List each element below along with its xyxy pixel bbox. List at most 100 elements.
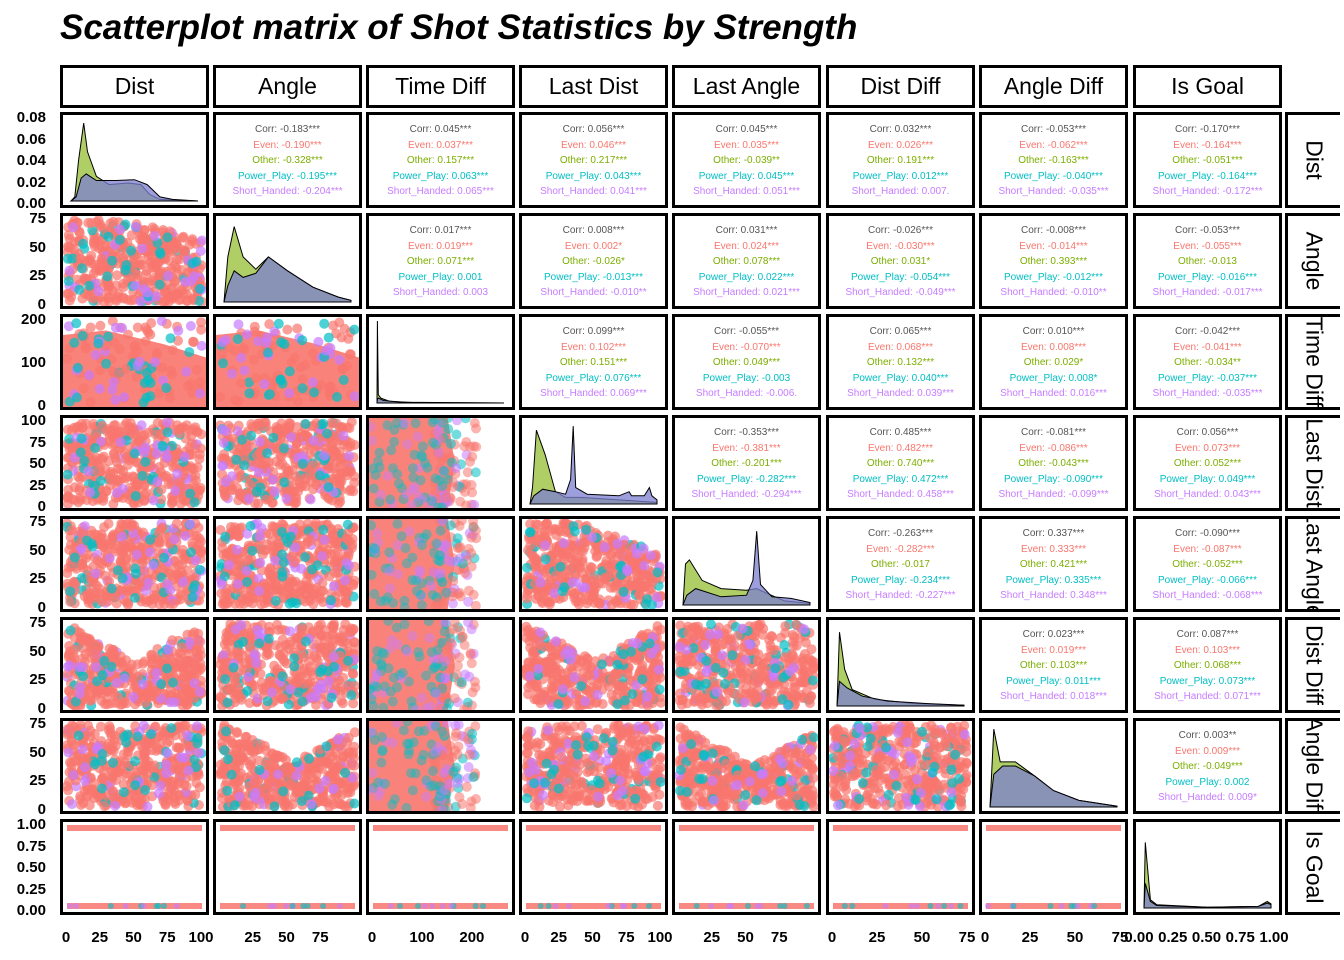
point [129, 448, 140, 459]
point [582, 654, 593, 665]
point [440, 672, 451, 683]
point [63, 661, 73, 672]
corr-group-2: Other: -0.052*** [1172, 559, 1243, 570]
point [69, 552, 80, 563]
corr-group-1: Even: -0.030*** [866, 240, 935, 252]
point [190, 475, 201, 486]
point [459, 640, 470, 650]
point [434, 447, 444, 458]
y-tick-label: 0.06 [16, 130, 46, 148]
point [232, 544, 243, 555]
point [85, 397, 96, 407]
strip-right-is-goal: Is Goal [1285, 819, 1340, 915]
point [113, 368, 124, 379]
point [292, 323, 303, 334]
point [232, 554, 243, 565]
corr-panel-dist-time-diff: Corr: 0.045*** Even: 0.037*** Other: 0.157… [366, 112, 515, 208]
point [435, 434, 446, 445]
point [111, 487, 122, 498]
point [117, 519, 128, 530]
point [471, 441, 482, 452]
density-combined [529, 426, 658, 505]
point [427, 589, 438, 600]
corr-group-4: Short_Handed: -0.010** [540, 287, 647, 298]
point [443, 555, 454, 566]
point [346, 690, 357, 701]
scatter-plot [63, 623, 206, 710]
point [132, 322, 143, 333]
corr-group-2: Other: 0.157*** [406, 155, 475, 166]
point [269, 660, 280, 671]
y-tick-label: 75 [29, 433, 46, 451]
point [456, 677, 467, 688]
point [401, 558, 412, 569]
corr-group-4: Short_Handed: -0.010** [1000, 287, 1107, 298]
corr-group-1: Even: -0.055*** [1173, 240, 1242, 252]
point [191, 644, 202, 655]
point [583, 595, 594, 606]
point [454, 543, 465, 554]
point [125, 418, 136, 429]
corr-overall: Corr: 0.008*** [562, 225, 625, 236]
corr-group-4: Short_Handed: -0.017*** [1152, 287, 1263, 298]
x-tick-label: 50 [1066, 929, 1084, 946]
corr-group-1: Even: -0.087*** [1173, 543, 1242, 555]
corr-group-4: Short_Handed: -0.035*** [1152, 388, 1263, 399]
point [327, 495, 338, 506]
point [296, 647, 307, 658]
point [343, 333, 354, 344]
point [80, 343, 91, 354]
corr-group-1: Even: -0.086*** [1019, 442, 1088, 454]
point [423, 620, 434, 626]
point [117, 573, 128, 584]
y-tick-label: 0.00 [16, 195, 46, 212]
point [451, 429, 462, 440]
point [422, 462, 433, 473]
corr-group-4: Short_Handed: -0.049*** [845, 287, 956, 298]
density-other [376, 320, 505, 404]
point [311, 700, 322, 710]
point [427, 418, 438, 428]
point [374, 496, 385, 507]
point [401, 489, 412, 500]
point [384, 547, 395, 558]
point [106, 661, 117, 672]
corr-group-3: Power_Play: -0.090*** [1004, 473, 1103, 485]
point [218, 437, 229, 448]
scatter-panel-last-dist-time-diff [366, 415, 515, 511]
point [278, 693, 289, 704]
point [426, 681, 437, 692]
point [168, 677, 178, 688]
point [429, 478, 440, 488]
point [118, 282, 129, 293]
corr-group-1: Even: -0.070*** [712, 341, 781, 353]
point [84, 254, 95, 265]
point [369, 463, 378, 474]
point [316, 630, 327, 641]
point [101, 358, 112, 369]
point [436, 502, 447, 508]
point [138, 527, 149, 538]
point [241, 664, 252, 675]
point [168, 598, 179, 609]
point [437, 577, 448, 588]
point [638, 543, 649, 554]
point [277, 584, 288, 595]
point [319, 318, 330, 329]
point [309, 584, 320, 595]
point [407, 630, 418, 641]
point [385, 686, 396, 697]
scatter-plot [216, 620, 359, 710]
y-tick-label: 25 [29, 476, 46, 494]
point [634, 589, 645, 600]
point [340, 597, 351, 608]
corr-group-1: Even: 0.073*** [1174, 442, 1241, 454]
scatter-plot [369, 418, 482, 508]
point [436, 568, 447, 579]
point [86, 591, 97, 602]
corr-group-1: Even: 0.026*** [867, 139, 934, 151]
point [457, 631, 468, 642]
point [344, 451, 355, 462]
point [173, 325, 184, 336]
point [217, 460, 228, 471]
